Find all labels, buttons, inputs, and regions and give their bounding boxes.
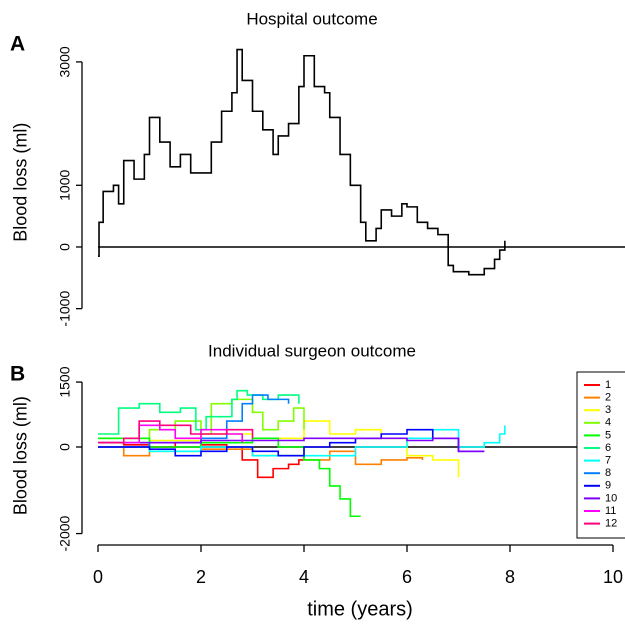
x-axis-label: time (years): [307, 598, 413, 620]
y-tick-label: 1000: [57, 170, 73, 201]
series-line: [98, 437, 361, 518]
series-line: [98, 437, 485, 453]
legend-label: 8: [605, 467, 611, 479]
legend-label: 1: [605, 379, 611, 391]
panel-label: A: [10, 33, 25, 56]
y-tick-label: 1500: [57, 366, 73, 397]
series-line: [98, 48, 506, 276]
legend-label: 7: [605, 455, 611, 467]
y-tick-label: 0: [57, 243, 73, 251]
series-line: [98, 428, 485, 457]
panel-title: Individual surgeon outcome: [208, 341, 416, 360]
x-tick-label: 8: [505, 567, 515, 587]
panel-label: B: [10, 363, 25, 386]
y-tick-label: 3000: [57, 46, 73, 77]
y-tick-label: -1000: [57, 291, 73, 327]
panel-title: Hospital outcome: [246, 9, 377, 28]
y-tick-label: 0: [57, 443, 73, 451]
x-tick-label: 0: [93, 567, 103, 587]
y-tick-label: -2000: [57, 515, 73, 551]
legend-label: 6: [605, 442, 611, 454]
series-line: [98, 425, 506, 457]
y-axis-label: Blood loss (ml): [11, 396, 31, 515]
x-tick-label: 2: [196, 567, 206, 587]
legend-label: 2: [605, 392, 611, 404]
legend-label: 3: [605, 404, 611, 416]
y-axis-label: Blood loss (ml): [11, 123, 31, 242]
legend-label: 10: [605, 492, 617, 504]
legend-label: 11: [605, 505, 616, 517]
x-tick-label: 10: [603, 567, 623, 587]
x-tick-label: 4: [299, 567, 309, 587]
series-line: [98, 420, 254, 444]
legend-label: 5: [605, 429, 611, 441]
legend-label: 9: [605, 480, 611, 492]
legend-label: 12: [605, 518, 617, 530]
legend-label: 4: [605, 417, 611, 429]
x-tick-label: 6: [402, 567, 412, 587]
